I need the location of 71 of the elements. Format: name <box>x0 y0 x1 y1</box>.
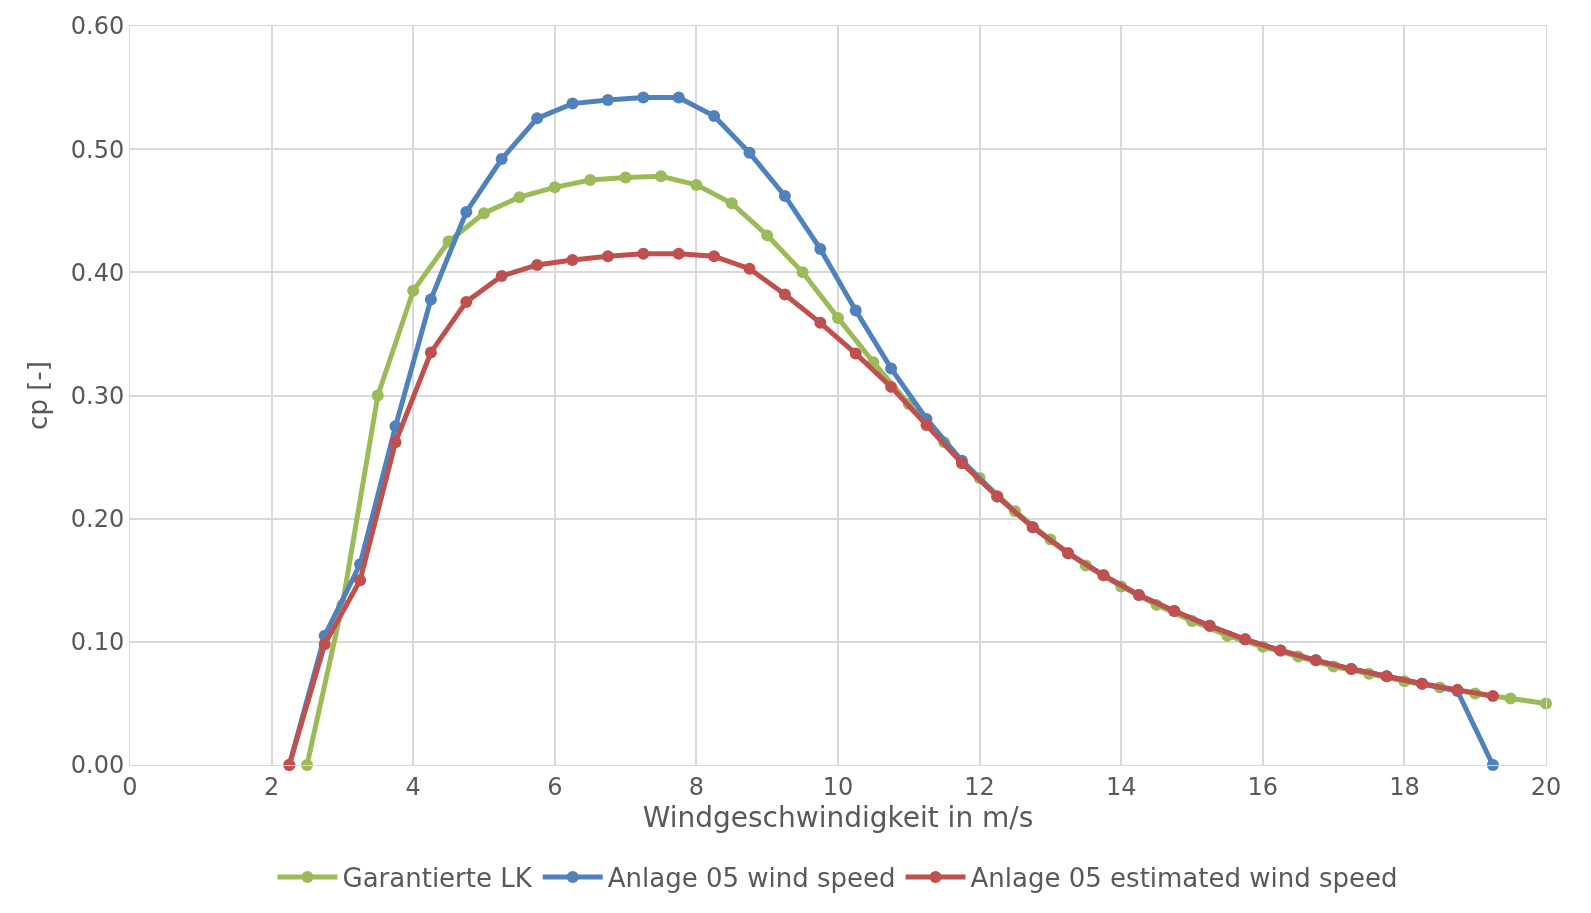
y-tick-label: 0.00 <box>70 751 125 780</box>
point <box>672 247 685 260</box>
point <box>566 97 579 110</box>
point <box>495 270 508 283</box>
point <box>885 380 898 393</box>
point <box>566 254 579 267</box>
point <box>778 288 791 301</box>
x-tick-label: 12 <box>964 772 995 801</box>
point <box>318 638 331 651</box>
point <box>637 247 650 260</box>
x-tick-label: 10 <box>822 772 854 801</box>
point <box>478 207 490 220</box>
point <box>601 93 614 106</box>
point <box>920 419 933 432</box>
point <box>460 205 473 218</box>
point <box>407 284 420 297</box>
x-axis-title: Windgeschwindigkeit in m/s <box>642 800 1034 834</box>
y-axis-title: cp [-] <box>23 361 54 430</box>
x-tick-label: 6 <box>547 772 563 801</box>
x-tick-label: 4 <box>405 772 421 801</box>
point <box>849 347 862 360</box>
point <box>531 112 544 125</box>
point <box>778 189 791 202</box>
point <box>584 173 597 186</box>
y-tick-label: 0.20 <box>70 505 125 534</box>
point <box>531 258 544 271</box>
legend-label: Anlage 05 wind speed <box>607 863 896 894</box>
y-tick-label: 0.10 <box>70 628 125 657</box>
x-tick-label: 0 <box>122 772 138 801</box>
x-tick-label: 8 <box>688 772 705 801</box>
point <box>424 346 437 359</box>
point <box>743 146 756 159</box>
y-tick-label: 0.60 <box>70 12 125 41</box>
point <box>814 242 827 255</box>
point <box>743 262 756 275</box>
point <box>708 250 721 263</box>
point <box>1486 690 1499 703</box>
point <box>371 389 384 402</box>
y-tick-label: 0.40 <box>70 258 125 287</box>
point <box>354 574 367 587</box>
y-tick-label: 0.50 <box>70 135 125 164</box>
point <box>725 197 738 210</box>
point <box>389 436 402 449</box>
point <box>796 266 809 279</box>
point <box>601 250 614 263</box>
point <box>424 293 437 306</box>
legend-label: Anlage 05 estimated wind speed <box>970 863 1398 894</box>
x-tick-label: 14 <box>1105 772 1137 801</box>
legend-label: Garantierte LK <box>342 863 533 894</box>
point <box>849 304 862 317</box>
point <box>708 109 721 122</box>
point <box>655 170 667 183</box>
x-tick-label: 2 <box>263 772 280 801</box>
point <box>832 311 844 324</box>
point <box>495 153 508 166</box>
point <box>619 171 632 184</box>
point <box>548 181 561 194</box>
point <box>690 178 703 191</box>
point <box>761 229 774 242</box>
point <box>672 91 685 104</box>
x-tick-label: 16 <box>1247 772 1279 801</box>
x-tick-label: 20 <box>1530 772 1562 801</box>
point <box>1486 759 1499 771</box>
point <box>814 316 827 329</box>
y-tick-label: 0.30 <box>70 381 125 410</box>
point <box>513 191 526 204</box>
point <box>460 295 473 308</box>
point <box>1504 692 1517 705</box>
point <box>885 362 898 375</box>
point <box>637 91 650 104</box>
x-tick-label: 18 <box>1389 772 1420 801</box>
